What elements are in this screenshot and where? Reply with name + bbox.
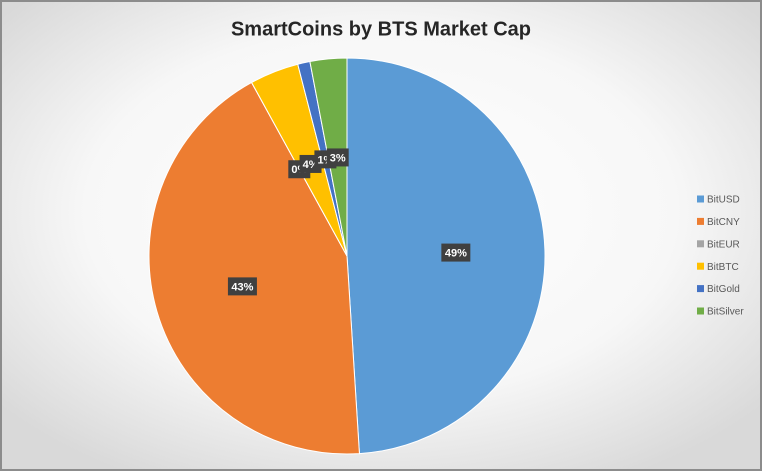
legend-label: BitCNY	[707, 217, 740, 228]
legend-swatch	[697, 262, 704, 270]
data-label: 3%	[330, 152, 346, 164]
legend-swatch	[697, 195, 704, 203]
legend-label: BitBTC	[707, 262, 739, 273]
data-label: 49%	[445, 247, 467, 259]
legend-label: BitSilver	[707, 307, 744, 318]
data-label: 43%	[231, 281, 253, 293]
legend-swatch	[697, 240, 704, 248]
legend-swatch	[697, 217, 704, 225]
legend-label: BitUSD	[707, 195, 740, 206]
data-label-box	[441, 243, 471, 262]
legend-label: BitGold	[707, 284, 740, 295]
legend-swatch	[697, 285, 704, 293]
legend-swatch	[697, 307, 704, 315]
pie-slice	[148, 81, 360, 455]
chart-title: SmartCoins by BTS Market Cap	[231, 18, 531, 40]
data-label-box	[227, 277, 257, 296]
legend-label: BitEUR	[707, 239, 740, 250]
data-label-box	[326, 148, 349, 167]
